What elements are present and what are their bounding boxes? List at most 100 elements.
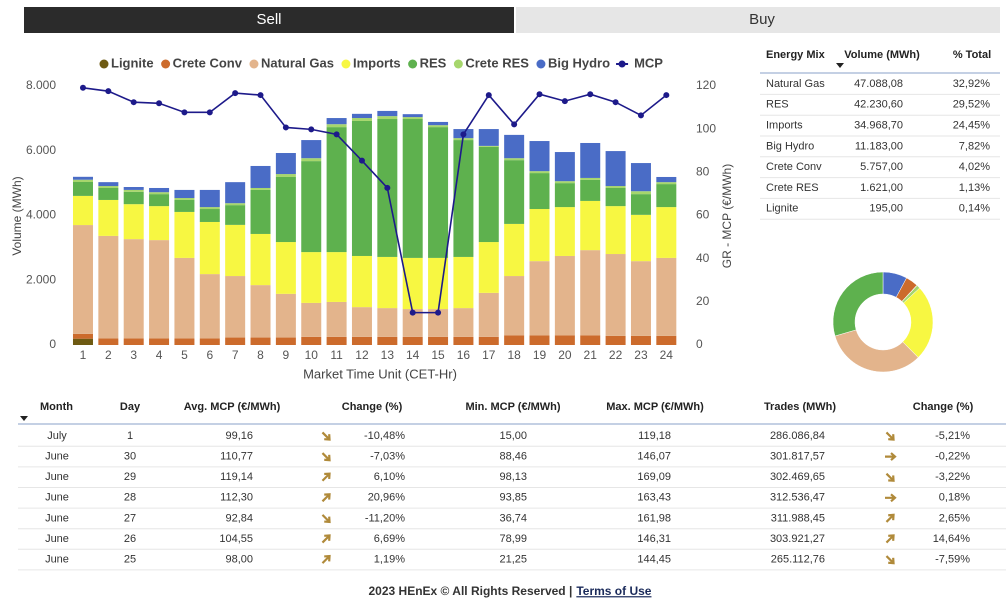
table-cell: 286.086,84 xyxy=(770,430,825,442)
legend-marker xyxy=(161,59,171,69)
mcp-point xyxy=(130,99,137,106)
table-cell: 112,30 xyxy=(220,492,253,504)
legend-marker xyxy=(618,60,626,68)
bar-segment xyxy=(250,285,271,338)
sell-tab[interactable] xyxy=(24,7,514,33)
bar-segment xyxy=(453,140,474,257)
bar-segment xyxy=(377,336,398,345)
terms-link[interactable]: Terms of Use xyxy=(576,584,651,598)
table-cell: 21,25 xyxy=(499,554,527,566)
sort-indicator[interactable] xyxy=(836,63,844,68)
bar-segment xyxy=(149,194,170,207)
legend-label: Crete RES xyxy=(465,55,529,70)
bar-segment xyxy=(656,207,677,258)
table-cell: 99,16 xyxy=(225,430,253,442)
buy-tab[interactable] xyxy=(516,7,1000,33)
bar-segment xyxy=(580,250,601,336)
mix-cell: Crete Conv xyxy=(766,161,822,173)
x-tick-label: 17 xyxy=(482,348,496,362)
bar-segment xyxy=(98,338,119,345)
bar-segment xyxy=(275,174,296,177)
bar-segment xyxy=(149,187,170,193)
bar-segment xyxy=(199,189,220,208)
bar-segment xyxy=(630,163,651,192)
table-cell: 2,65% xyxy=(939,512,970,524)
trend-arrow xyxy=(885,534,895,544)
trend-arrow xyxy=(321,493,331,503)
mcp-point xyxy=(358,157,365,164)
mix-cell: 34.968,70 xyxy=(854,120,903,132)
x-tick-label: 4 xyxy=(156,348,163,362)
bar-segment xyxy=(174,189,195,199)
table-cell: 15,00 xyxy=(499,430,527,442)
mix-cell: 24,45% xyxy=(953,120,991,132)
bar-segment xyxy=(428,125,449,128)
mix-cell: Natural Gas xyxy=(766,78,825,90)
bar-segment xyxy=(580,335,601,345)
mix-header: Volume (MWh) xyxy=(844,49,920,61)
bar-segment xyxy=(402,119,423,258)
mix-cell: 0,14% xyxy=(959,203,990,215)
bar-segment xyxy=(554,335,575,345)
bar-segment xyxy=(275,153,296,175)
table-cell: 144,45 xyxy=(637,554,671,566)
bar-segment xyxy=(504,134,525,159)
bar-segment xyxy=(72,181,93,196)
table-header: Month xyxy=(40,401,73,413)
bar-segment xyxy=(529,335,550,345)
x-tick-label: 7 xyxy=(232,348,239,362)
bar-segment xyxy=(630,214,651,262)
trend-arrow xyxy=(885,472,895,482)
table-cell: 93,85 xyxy=(499,492,527,504)
table-cell: 1 xyxy=(127,430,133,442)
mix-cell: 1.621,00 xyxy=(860,182,903,194)
bar-segment xyxy=(326,336,347,345)
bar-segment xyxy=(301,336,322,345)
x-tick-label: 10 xyxy=(305,348,319,362)
buy-tab-label[interactable]: Buy xyxy=(749,11,775,28)
trend-arrow xyxy=(321,554,331,564)
bar-segment xyxy=(529,173,550,210)
bar-segment xyxy=(199,221,220,275)
mcp-point xyxy=(460,131,467,138)
table-cell: June xyxy=(45,533,69,545)
table-header: Avg. MCP (€/MWh) xyxy=(184,401,281,413)
bar-segment xyxy=(580,177,601,180)
bar-segment xyxy=(301,302,322,337)
legend-marker xyxy=(249,59,259,69)
x-tick-label: 8 xyxy=(257,348,264,362)
mcp-point xyxy=(282,124,289,131)
legend-marker xyxy=(408,59,418,69)
x-tick-label: 20 xyxy=(558,348,572,362)
x-tick-label: 16 xyxy=(457,348,471,362)
bar-segment xyxy=(326,124,347,128)
mix-cell: 42.230,60 xyxy=(854,99,903,111)
table-cell: -10,48% xyxy=(364,430,405,442)
mcp-point xyxy=(409,309,416,316)
bar-segment xyxy=(428,127,449,258)
bar-segment xyxy=(605,187,626,207)
bar-segment xyxy=(554,207,575,256)
bar-segment xyxy=(123,191,144,205)
table-cell: 36,74 xyxy=(499,512,527,524)
bar-segment xyxy=(402,114,423,118)
y2-tick-label: 20 xyxy=(696,294,710,308)
sort-indicator[interactable] xyxy=(20,416,28,421)
mix-cell: Lignite xyxy=(766,203,798,215)
table-cell: June xyxy=(45,451,69,463)
x-tick-label: 6 xyxy=(206,348,213,362)
footer-text: 2023 HEnEx © All Rights Reserved | xyxy=(369,584,573,598)
bar-segment xyxy=(453,308,474,337)
sell-tab-label[interactable]: Sell xyxy=(256,11,281,28)
bar-segment xyxy=(580,200,601,251)
mcp-point xyxy=(511,121,518,128)
bar-segment xyxy=(605,186,626,188)
x-tick-label: 12 xyxy=(355,348,369,362)
table-cell: 119,14 xyxy=(220,471,253,483)
bar-segment xyxy=(98,187,119,200)
y2-tick-label: 80 xyxy=(696,165,710,179)
bar-segment xyxy=(504,160,525,224)
legend-marker xyxy=(453,59,463,69)
bar-segment xyxy=(377,308,398,337)
table-cell: -5,21% xyxy=(935,430,970,442)
